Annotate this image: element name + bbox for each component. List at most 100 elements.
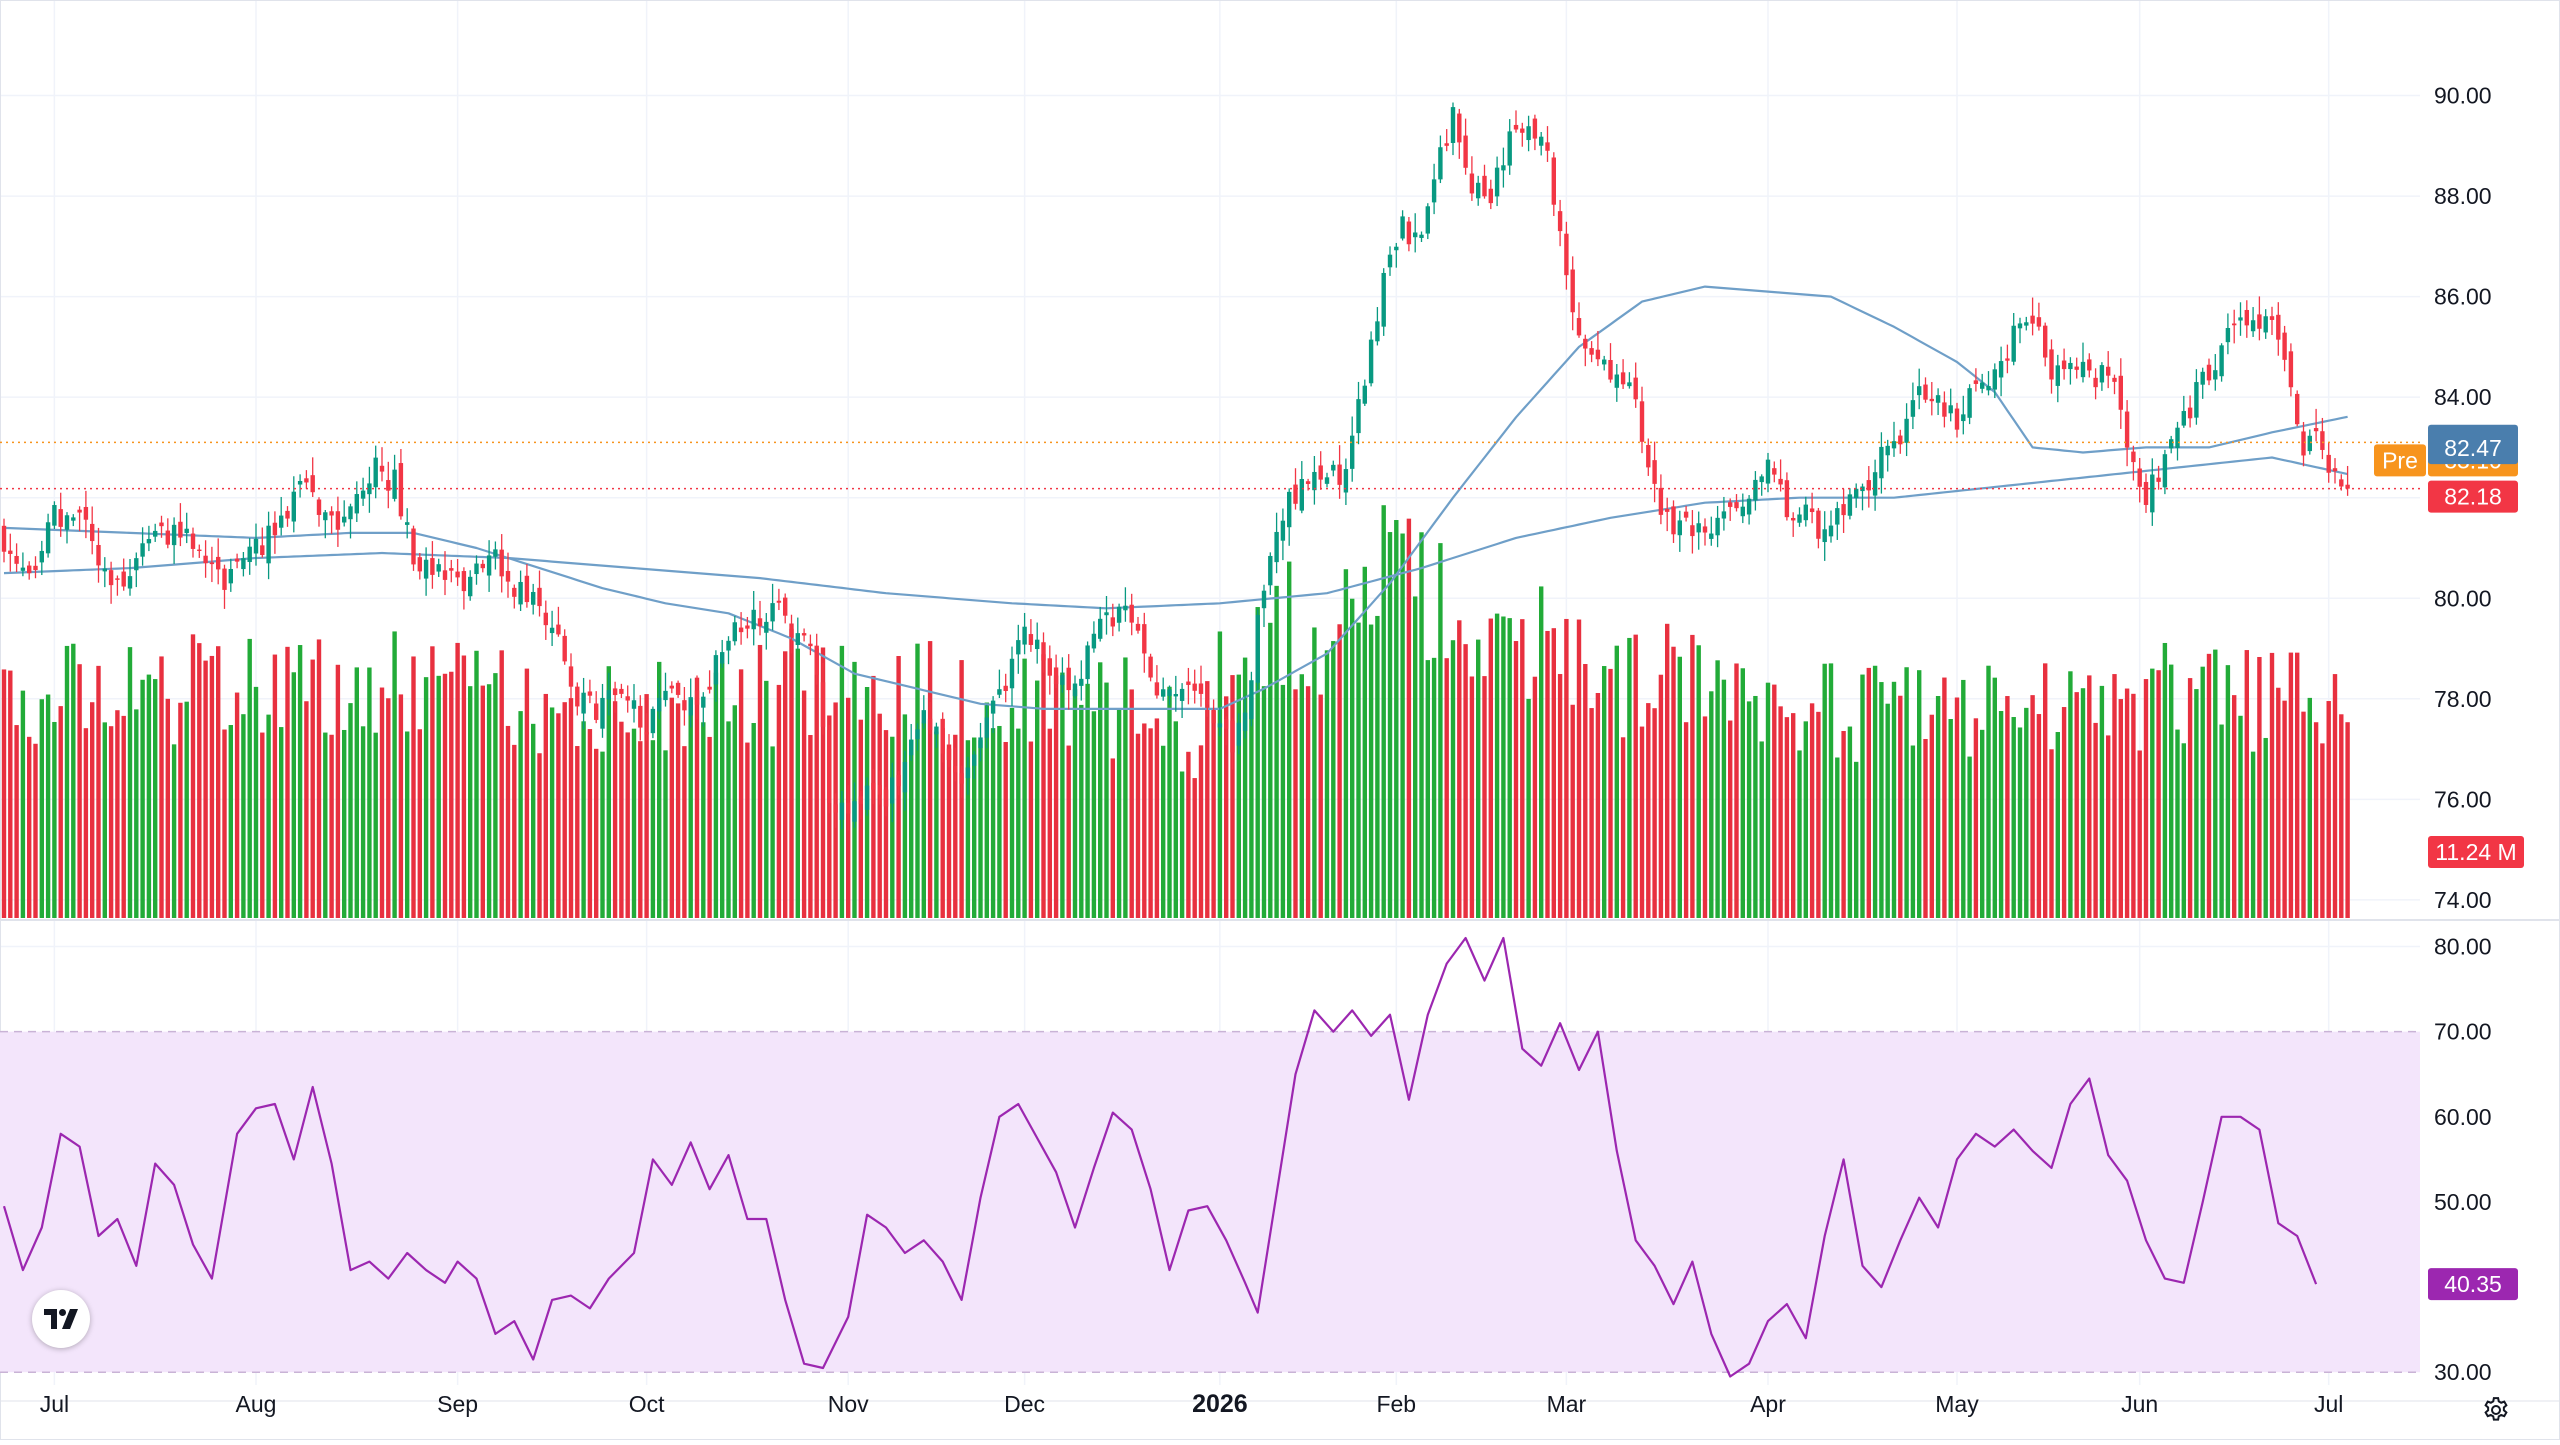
price-marker-value: 40.35	[2444, 1271, 2502, 1297]
candle-body	[1772, 468, 1777, 475]
volume-bar	[253, 686, 259, 918]
candle-body	[304, 478, 309, 483]
volume-bar	[45, 694, 51, 918]
volume-bar	[1576, 619, 1582, 918]
candle-body	[2181, 411, 2186, 426]
candle-body	[58, 509, 63, 527]
volume-bar	[2244, 650, 2249, 918]
candle-body	[1614, 374, 1619, 388]
volume-bar	[1293, 689, 1298, 918]
volume-bar	[934, 731, 939, 918]
volume-bar	[1148, 728, 1153, 918]
volume-bar	[1375, 615, 1380, 918]
candle-body	[612, 688, 618, 696]
candle-body	[2169, 439, 2174, 449]
candle-body	[575, 686, 580, 707]
price-axis-label: 90.00	[2434, 83, 2492, 109]
volume-bar	[972, 737, 977, 918]
candle-body	[1444, 143, 1449, 146]
candle-body	[2124, 411, 2130, 448]
volume-bar	[2332, 674, 2338, 918]
volume-bar	[455, 642, 460, 918]
candle-body	[52, 505, 57, 526]
candle-body	[1526, 126, 1531, 141]
volume-bar	[1476, 639, 1481, 918]
volume-bar	[2150, 668, 2155, 918]
volume-bar	[1387, 532, 1393, 918]
volume-bar	[1570, 704, 1575, 918]
volume-bar	[1557, 674, 1563, 918]
candle-body	[1809, 508, 1815, 513]
volume-bar	[1331, 641, 1336, 918]
candle-body	[1589, 348, 1594, 355]
volume-bar	[1242, 657, 1248, 918]
candle-body	[1872, 472, 1878, 496]
volume-bar	[2093, 722, 2098, 918]
candle-body	[1098, 618, 1103, 639]
candle-body	[972, 754, 977, 766]
time-axis-label: Dec	[1004, 1391, 1045, 1417]
candle-body	[1419, 234, 1424, 238]
volume-bar	[927, 641, 933, 918]
candle-body	[1343, 469, 1349, 493]
candle-body	[524, 575, 530, 603]
candle-body	[1765, 459, 1771, 484]
volume-bar	[783, 651, 788, 918]
candle-body	[877, 785, 882, 795]
candle-body	[171, 524, 177, 546]
candle-body	[827, 729, 832, 804]
volume-bar	[8, 670, 13, 918]
settings-button[interactable]	[2476, 1390, 2516, 1430]
volume-bar	[2169, 664, 2174, 918]
volume-bar	[2194, 689, 2199, 918]
time-axis-label: Apr	[1750, 1391, 1786, 1417]
volume-bar	[171, 744, 177, 918]
candle-body	[927, 718, 933, 731]
candle-body	[1557, 211, 1563, 232]
volume-bar	[1564, 618, 1569, 918]
candles	[1, 102, 2350, 831]
volume-bar	[1406, 518, 1412, 918]
candle-body	[2061, 360, 2067, 370]
candle-body	[1041, 642, 1046, 661]
volume-bar	[1110, 758, 1115, 918]
volume-bar	[1419, 532, 1424, 918]
volume-bar	[499, 650, 504, 918]
volume-bar	[1230, 675, 1235, 918]
volume-bar	[1728, 720, 1733, 918]
candle-body	[474, 563, 479, 575]
ma-slow-line	[3, 456, 2348, 610]
volume-bar	[764, 680, 769, 918]
candle-body	[953, 765, 958, 773]
volume-bar	[1942, 677, 1947, 918]
volume-bar	[77, 664, 82, 918]
candle-body	[2043, 325, 2048, 358]
volume-bar	[102, 722, 107, 918]
time-axis-label: Jul	[2314, 1391, 2343, 1417]
candle-body	[2099, 365, 2105, 383]
volume-bar	[1740, 668, 1745, 918]
tradingview-logo[interactable]	[32, 1290, 90, 1348]
candle-body	[342, 516, 347, 523]
volume-bar	[1602, 666, 1607, 918]
volume-bar	[379, 687, 385, 918]
volume-bar	[1488, 618, 1493, 918]
candle-body	[108, 570, 114, 586]
candle-body	[562, 635, 567, 662]
candle-body	[1116, 606, 1122, 623]
rsi-axis-label: 50.00	[2434, 1189, 2492, 1215]
candle-body	[783, 597, 788, 616]
candle-body	[102, 568, 107, 572]
candle-body	[33, 565, 38, 571]
candle-body	[1494, 167, 1500, 197]
time-axis-label: 2026	[1192, 1390, 1248, 1418]
volume-bar	[1841, 730, 1846, 918]
candle-body	[2345, 484, 2350, 489]
candle-body	[1413, 232, 1418, 238]
volume-bar	[1217, 631, 1223, 918]
candle-body	[2175, 427, 2180, 448]
candle-body	[1261, 590, 1267, 609]
volume-bar	[304, 701, 309, 918]
